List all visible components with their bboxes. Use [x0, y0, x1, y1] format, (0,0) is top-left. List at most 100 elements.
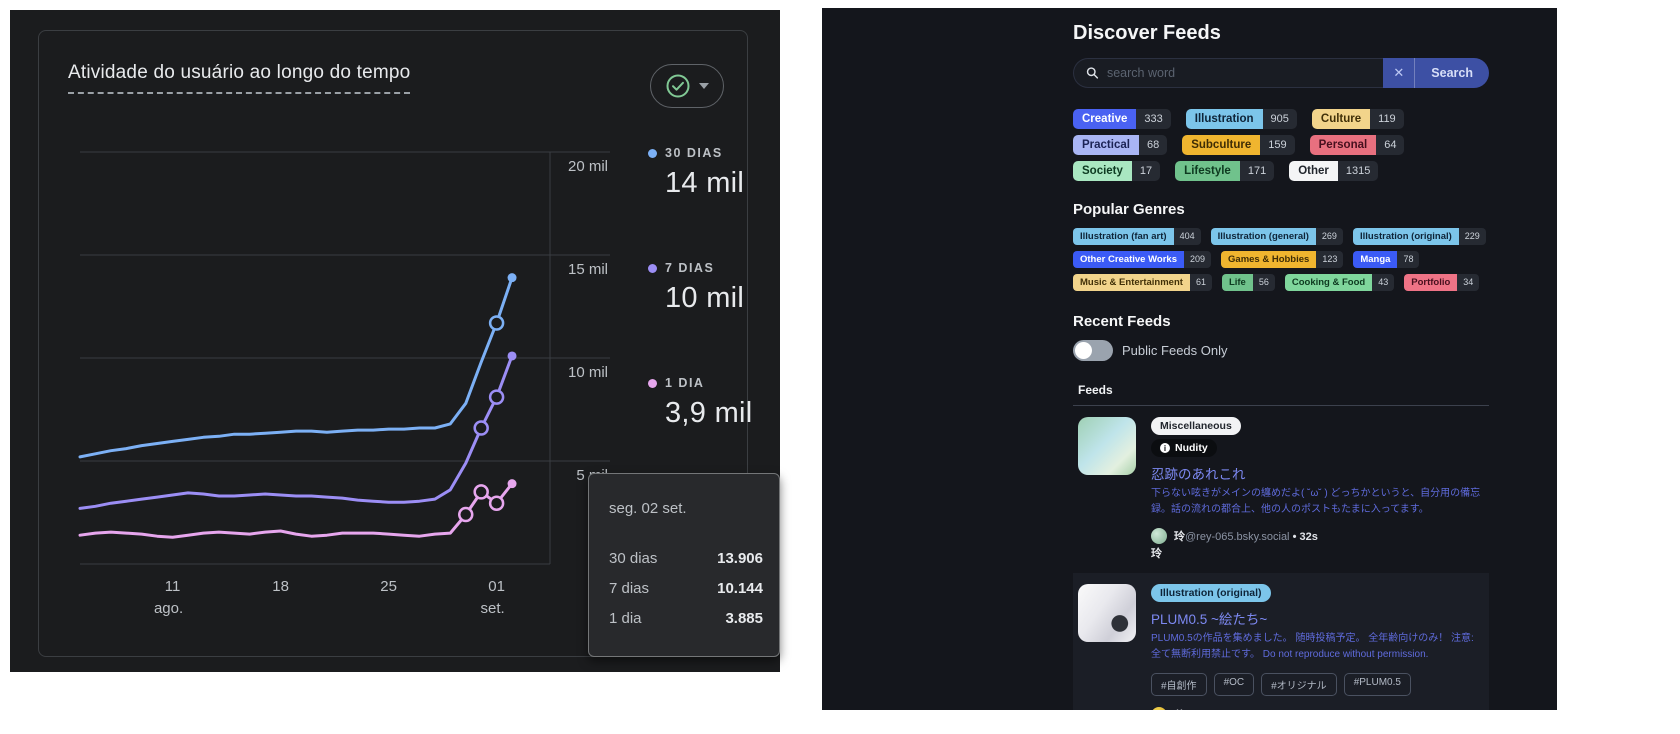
- hashtag-pill[interactable]: #オリジナル: [1261, 673, 1337, 696]
- feed-content: Miscellaneous i Nudity 忍跡のあれこれ 下らない呟きがメインの纏め…: [1151, 417, 1481, 561]
- feed-tag-miscellaneous[interactable]: Miscellaneous: [1151, 417, 1241, 435]
- tooltip-label: 30 dias: [609, 550, 658, 567]
- category-label: Illustration: [1185, 109, 1263, 129]
- author-text: 菱田 Knouzuieki /Hishida BIBI@knouzuieki.b…: [1174, 707, 1474, 710]
- feed-tag-label: Illustration (original): [1160, 587, 1262, 599]
- chart-title: Atividade do usuário ao longo do tempo: [68, 62, 411, 94]
- category-tag-lifestyle[interactable]: Lifestyle 171: [1175, 161, 1275, 181]
- genre-label: Other Creative Works: [1073, 251, 1184, 268]
- check-circle-icon: [666, 74, 690, 98]
- genre-count: 269: [1315, 228, 1343, 245]
- page-title: Discover Feeds: [1073, 22, 1221, 44]
- tooltip-value: 10.144: [717, 580, 763, 597]
- data-point-marker-1-dia: [473, 484, 489, 500]
- category-count: 68: [1138, 135, 1168, 155]
- feed-tag-label: Nudity: [1175, 442, 1208, 454]
- genre-label: Manga: [1353, 251, 1398, 268]
- feed-tag-illustration-original[interactable]: Illustration (original): [1151, 584, 1271, 602]
- category-tag-practical[interactable]: Practical 68: [1073, 135, 1168, 155]
- legend-label-7-dias: 7 DIAS: [665, 261, 715, 275]
- feeds-section-label: Feeds: [1073, 383, 1489, 406]
- legend-entry-1-dia[interactable]: 1 DIA 3,9 mil: [648, 376, 788, 430]
- category-label: Personal: [1309, 135, 1377, 155]
- tooltip-value: 3.885: [725, 610, 763, 627]
- category-tag-personal[interactable]: Personal 64: [1309, 135, 1405, 155]
- genre-label: Life: [1221, 274, 1253, 291]
- search-input[interactable]: [1106, 66, 1372, 80]
- category-tag-society[interactable]: Society 17: [1073, 161, 1161, 181]
- category-tag-subculture[interactable]: Subculture 159: [1182, 135, 1295, 155]
- hashtag-pill[interactable]: #自創作: [1151, 673, 1207, 696]
- genre-tag-cooking-food[interactable]: Cooking & Food 43: [1284, 274, 1395, 291]
- category-tag-illustration[interactable]: Illustration 905: [1185, 109, 1297, 129]
- genre-tag-manga[interactable]: Manga 78: [1353, 251, 1420, 268]
- last-data-point-7-dias: [507, 351, 517, 361]
- author-name-wrap: 玲: [1151, 548, 1162, 560]
- genre-tag-illustration-fan-art[interactable]: Illustration (fan art) 404: [1073, 228, 1201, 245]
- analytics-panel: Atividade do usuário ao longo do tempo 2…: [10, 10, 780, 672]
- genre-tag-list: Illustration (fan art) 404 Illustration (g…: [1073, 228, 1489, 291]
- feed-content: Illustration (original) PLUM0.5 ~絵たち~ PLUM…: [1151, 584, 1481, 710]
- feed-timestamp: • 32s: [1292, 531, 1318, 543]
- status-filter-button[interactable]: [650, 64, 724, 108]
- feed-tags: Illustration (original): [1151, 584, 1481, 602]
- category-count: 159: [1260, 135, 1295, 155]
- genre-tag-life[interactable]: Life 56: [1221, 274, 1275, 291]
- search-icon: [1086, 67, 1099, 79]
- genre-tag-illustration-original[interactable]: Illustration (original) 229: [1352, 228, 1486, 245]
- category-count: 905: [1262, 109, 1297, 129]
- legend-dot-7-dias: [648, 263, 657, 273]
- tooltip-row-30-dias: 30 dias 13.906: [609, 550, 763, 567]
- toggle-knob: [1075, 342, 1092, 359]
- genre-count: 229: [1458, 228, 1486, 245]
- search-input-container: [1073, 58, 1384, 88]
- category-tag-creative[interactable]: Creative 333: [1073, 109, 1171, 129]
- feed-tag-nudity[interactable]: i Nudity: [1151, 439, 1217, 457]
- legend-entry-30-dias[interactable]: 30 DIAS 14 mil: [648, 146, 788, 200]
- genre-tag-illustration-general[interactable]: Illustration (general) 269: [1210, 228, 1343, 245]
- legend-label-30-dias: 30 DIAS: [665, 146, 723, 160]
- author-text: 玲@rey-065.bsky.social • 32s: [1174, 528, 1318, 544]
- last-data-point-1-dia: [507, 479, 517, 489]
- category-label: Society: [1073, 161, 1132, 181]
- genre-tag-other-creative-works[interactable]: Other Creative Works 209: [1073, 251, 1212, 268]
- hashtag-pill[interactable]: #OC: [1213, 673, 1255, 696]
- genre-tag-portfolio[interactable]: Portfolio 34: [1404, 274, 1480, 291]
- search-bar: ✕ Search: [1073, 58, 1489, 88]
- category-tag-culture[interactable]: Culture 119: [1311, 109, 1404, 129]
- genre-count: 209: [1183, 251, 1212, 268]
- category-tag-other[interactable]: Other 1315: [1289, 161, 1379, 181]
- feed-author-row[interactable]: 菱田 Knouzuieki /Hishida BIBI@knouzuieki.b…: [1151, 707, 1481, 710]
- feed-author-row[interactable]: 玲@rey-065.bsky.social • 32s: [1151, 528, 1481, 544]
- feed-title-link[interactable]: 忍跡のあれこれ: [1151, 467, 1246, 482]
- category-label: Lifestyle: [1175, 161, 1240, 181]
- category-count: 333: [1136, 109, 1171, 129]
- genre-tag-music-entertainment[interactable]: Music & Entertainment 61: [1073, 274, 1212, 291]
- x-axis-month-label: ago.: [154, 600, 183, 617]
- category-tag-list: Creative 333 Illustration 905 Culture 119 Prac…: [1073, 109, 1489, 181]
- feed-list-item: Miscellaneous i Nudity 忍跡のあれこれ 下らない呟きがメインの纏め…: [1073, 406, 1489, 573]
- genre-label: Games & Hobbies: [1221, 251, 1317, 268]
- feed-title-link[interactable]: PLUM0.5 ~絵たち~: [1151, 612, 1268, 627]
- tooltip-label: 7 dias: [609, 580, 650, 597]
- category-label: Subculture: [1182, 135, 1261, 155]
- feed-avatar[interactable]: [1078, 417, 1136, 475]
- data-point-marker-1-dia: [488, 495, 505, 511]
- hashtag-pill[interactable]: #PLUM0.5: [1343, 673, 1411, 696]
- legend-entry-7-dias[interactable]: 7 DIAS 10 mil: [648, 261, 788, 315]
- genre-count: 43: [1372, 274, 1395, 291]
- feed-avatar[interactable]: [1078, 584, 1136, 642]
- search-button[interactable]: Search: [1431, 66, 1473, 80]
- feeds-list: Miscellaneous i Nudity 忍跡のあれこれ 下らない呟きがメインの纏め…: [1073, 406, 1489, 710]
- feed-tag-label: Miscellaneous: [1160, 420, 1232, 432]
- feed-tags: Miscellaneous i Nudity: [1151, 417, 1481, 457]
- clear-search-button[interactable]: ✕: [1383, 58, 1416, 88]
- genre-tag-games-hobbies[interactable]: Games & Hobbies 123: [1221, 251, 1344, 268]
- author-avatar: [1151, 528, 1167, 544]
- public-feeds-toggle[interactable]: [1073, 340, 1113, 361]
- y-axis-tick-label: 10 mil: [568, 364, 608, 381]
- category-label: Other: [1289, 161, 1338, 181]
- tooltip-row-7-dias: 7 dias 10.144: [609, 580, 763, 597]
